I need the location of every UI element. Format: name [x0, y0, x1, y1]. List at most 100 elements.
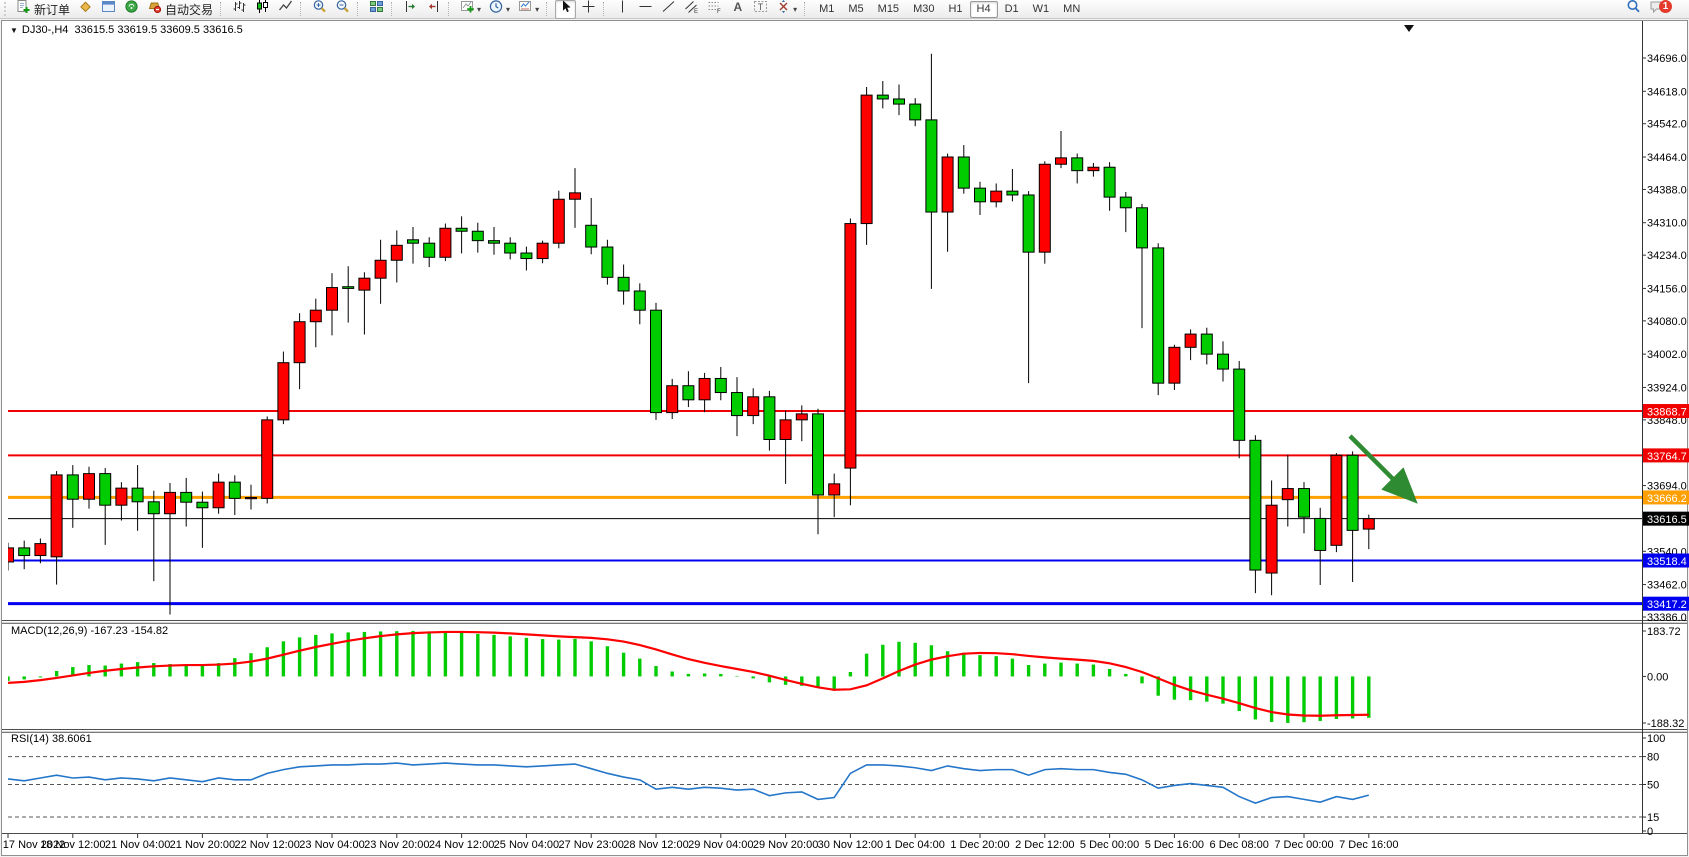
chevron-down-icon[interactable]: ▾ [535, 4, 540, 14]
candle-body [164, 491, 176, 515]
crosshair-icon [581, 0, 596, 19]
date-axis-label[interactable]: 23 Nov 04:00 [299, 839, 364, 851]
date-axis-label[interactable]: 27 Nov 23:00 [558, 839, 623, 851]
auto-trading-button[interactable]: 自动交易 [144, 0, 216, 19]
price-axis-label: 34080.0 [1647, 316, 1687, 328]
candle-body [1362, 518, 1375, 530]
arrows-button[interactable]: ▾ [773, 0, 800, 19]
timeframe-mn-button[interactable]: MN [1063, 2, 1081, 15]
date-axis-label[interactable]: 7 Dec 00:00 [1274, 839, 1333, 851]
fibonacci-button[interactable]: F [704, 0, 725, 19]
date-axis-label[interactable]: 7 Dec 16:00 [1339, 839, 1398, 851]
zoom-out-button[interactable] [332, 0, 353, 19]
price-axis-label: 34618.0 [1647, 86, 1687, 98]
date-axis-label[interactable]: 21 Nov 20:00 [170, 839, 235, 851]
date-axis-label[interactable]: 2 Dec 12:00 [1015, 839, 1074, 851]
date-axis-label[interactable]: 1 Dec 20:00 [950, 839, 1009, 851]
date-axis-label[interactable]: 23 Nov 20:00 [364, 839, 429, 851]
periods-button[interactable]: ▾ [486, 0, 513, 19]
notifications-button[interactable]: 1 [1646, 0, 1680, 19]
rsi-axis-label: 100 [1647, 733, 1665, 745]
chart-candles-button[interactable] [252, 0, 273, 19]
candle-body [1184, 333, 1197, 348]
new-order-label: 新订单 [34, 2, 71, 17]
candle-body [196, 501, 209, 509]
candle-body [8, 547, 14, 563]
candle-body [131, 487, 144, 503]
timeframe-h1-button[interactable]: H1 [948, 2, 963, 15]
chartshift-icon [426, 0, 441, 19]
search-button[interactable] [1623, 0, 1644, 19]
date-axis-label[interactable]: 25 Nov 04:00 [494, 839, 559, 851]
chart-collapse-icon[interactable]: ▼ [10, 26, 18, 35]
chevron-down-icon[interactable]: ▾ [506, 4, 511, 14]
auto-scroll-button[interactable] [400, 0, 421, 19]
timeframe-d1-button[interactable]: D1 [1004, 2, 1019, 15]
chart-shift-marker[interactable] [1404, 25, 1414, 32]
toolbar: 新订单 自动交易 ▾ ▾ ▾ E F A T ▾ M1 M5 M15 M30 H1 H4 D1 W1 MN 1 [0, 0, 1689, 19]
text-button[interactable]: A [727, 0, 748, 19]
label-icon: T [753, 0, 768, 19]
tile-windows-button[interactable] [366, 0, 387, 19]
timeframe-m5-button[interactable]: M5 [848, 2, 864, 15]
price-axis-label: 34234.0 [1647, 250, 1687, 262]
date-axis-label[interactable]: 22 Nov 12:00 [234, 839, 299, 851]
date-axis-label[interactable]: 30 Nov 12:00 [818, 839, 883, 851]
toolbar-grip[interactable] [4, 2, 10, 16]
timeframe-h4-button[interactable]: H4 [969, 0, 998, 18]
periods-icon [489, 0, 504, 19]
date-axis-label[interactable]: 1 Dec 04:00 [886, 839, 945, 851]
chart-symbol-period: DJ30-,H4 [21, 24, 69, 36]
chart-bars-button[interactable] [229, 0, 250, 19]
trendline-button[interactable] [658, 0, 679, 19]
templates-button[interactable]: ▾ [515, 0, 542, 19]
price-axis-label: 34310.0 [1647, 218, 1687, 230]
price-badge-label: 33417.2 [1647, 599, 1687, 611]
symbols-button[interactable] [75, 0, 96, 19]
zoom-in-button[interactable] [309, 0, 330, 19]
rsi-axis-label: 0 [1647, 826, 1653, 838]
timeframe-m30-button[interactable]: M30 [913, 2, 935, 15]
date-axis-label[interactable]: 29 Nov 20:00 [753, 839, 818, 851]
cursor-button[interactable] [555, 0, 577, 19]
macd-axis-label: -188.32 [1647, 718, 1684, 730]
date-axis-label[interactable]: 6 Dec 08:00 [1210, 839, 1269, 851]
date-axis-label[interactable]: 21 Nov 04:00 [105, 839, 170, 851]
price-axis-label: 33924.0 [1647, 382, 1687, 394]
chart-line-button[interactable] [275, 0, 296, 19]
candle-body [957, 156, 970, 189]
price-badge [1643, 553, 1689, 568]
timeframe-m15-button[interactable]: M15 [877, 2, 900, 15]
price-axis-label: 33386.0 [1647, 612, 1687, 624]
strategy-tester-button[interactable] [121, 0, 142, 19]
chevron-down-icon[interactable]: ▾ [793, 4, 798, 14]
new-order-button[interactable]: 新订单 [13, 0, 73, 19]
date-axis-label[interactable]: 24 Nov 12:00 [429, 839, 494, 851]
rsi-axis-label: 80 [1647, 752, 1659, 764]
vertical-line-button[interactable] [612, 0, 633, 19]
date-axis-label[interactable]: 5 Dec 16:00 [1145, 839, 1204, 851]
candle-body [601, 246, 614, 278]
crosshair-button[interactable] [578, 0, 599, 19]
date-axis-label[interactable]: 17 Nov 2022 [3, 839, 65, 851]
toolbar-separator [804, 2, 809, 16]
date-axis-label[interactable]: 28 Nov 12:00 [623, 839, 688, 851]
text-label-button[interactable]: T [750, 0, 771, 19]
market-watch-button[interactable] [98, 0, 119, 19]
signal-icon [124, 0, 139, 19]
equidistant-channel-button[interactable]: E [681, 0, 702, 19]
indicators-button[interactable]: ▾ [457, 0, 484, 19]
date-axis-label[interactable]: 29 Nov 04:00 [688, 839, 753, 851]
date-axis-label[interactable]: 5 Dec 00:00 [1080, 839, 1139, 851]
horizontal-line-button[interactable] [635, 0, 656, 19]
candle-body [925, 119, 938, 213]
rsi-layer [8, 762, 1370, 804]
chart-shift-button[interactable] [423, 0, 444, 19]
date-axis-label[interactable]: 18 Nov 12:00 [40, 839, 105, 851]
trend-arrow-annotation[interactable] [1348, 434, 1418, 504]
candle-body [876, 94, 889, 100]
timeframe-m1-button[interactable]: M1 [819, 2, 835, 15]
timeframe-w1-button[interactable]: W1 [1032, 2, 1050, 15]
chevron-down-icon[interactable]: ▾ [477, 4, 482, 14]
